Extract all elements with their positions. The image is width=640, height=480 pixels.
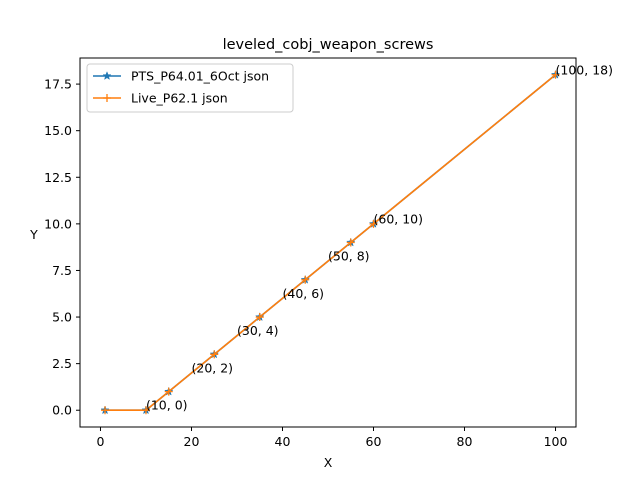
x-tick-label: 60 (366, 434, 382, 449)
data-label: (50, 8) (328, 249, 370, 264)
data-label: (20, 2) (191, 360, 233, 375)
x-tick-label: 40 (275, 434, 291, 449)
series-1-point (346, 238, 355, 247)
x-tick-label: 0 (97, 434, 105, 449)
y-tick-label: 0.0 (52, 403, 72, 418)
legend-box (86, 63, 294, 113)
series-1-point (551, 70, 560, 79)
y-tick-label: 7.5 (52, 263, 72, 278)
series-1-point (301, 275, 310, 284)
x-tick-label: 100 (544, 434, 568, 449)
x-axis-label: X (324, 455, 333, 470)
legend-label-0: PTS_P64.01_6Oct json (131, 69, 269, 84)
legend-marker-1 (103, 94, 111, 102)
data-label: (100, 18) (556, 62, 613, 77)
y-tick-label: 2.5 (52, 356, 72, 371)
y-tick-label: 10.0 (44, 216, 72, 231)
y-tick-label: 5.0 (52, 310, 72, 325)
y-tick-label: 15.0 (44, 123, 72, 138)
plot-frame (79, 57, 577, 428)
data-label: (30, 4) (237, 323, 279, 338)
series-1-point (210, 350, 219, 359)
data-label: (10, 0) (146, 398, 188, 413)
data-label: (60, 10) (374, 211, 424, 226)
x-tick-label: 80 (457, 434, 473, 449)
data-label: (40, 6) (283, 286, 325, 301)
chart-title: leveled_cobj_weapon_screws (223, 37, 434, 53)
legend-marker-0 (102, 71, 112, 80)
y-tick-label: 12.5 (44, 170, 72, 185)
series-1-point (369, 219, 378, 228)
x-tick-label: 20 (184, 434, 200, 449)
series-1-point (164, 387, 173, 396)
y-axis-label: Y (29, 227, 38, 242)
series-1-point (101, 406, 110, 415)
series-1-point (255, 313, 264, 322)
series-1-point (141, 406, 150, 415)
legend-label-1: Live_P62.1 json (131, 91, 228, 106)
y-tick-label: 17.5 (44, 77, 72, 92)
